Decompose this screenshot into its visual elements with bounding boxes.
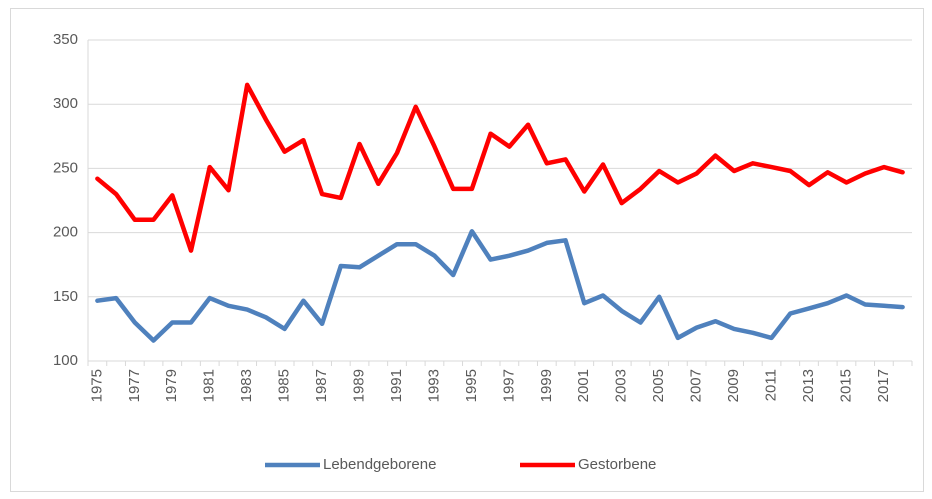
x-tick-label: 1999: [538, 369, 555, 402]
x-tick-label: 1987: [313, 369, 330, 402]
x-tick-label: 2015: [837, 369, 854, 402]
x-tick-label: 1993: [425, 369, 442, 402]
line-series: [95, 82, 905, 253]
y-tick-label: 200: [53, 224, 78, 241]
x-tick-label: 1995: [463, 369, 480, 402]
line-series: [95, 229, 905, 343]
y-tick-label: 250: [53, 159, 78, 176]
x-tick-label: 2005: [650, 369, 667, 402]
x-tick-label: 1997: [500, 369, 517, 402]
legend-label: Lebendgeborene: [323, 456, 436, 473]
x-tick-label: 2001: [575, 369, 592, 402]
y-tick-label: 350: [53, 31, 78, 48]
x-tick-label: 2017: [875, 369, 892, 402]
x-tick-label: 1977: [126, 369, 143, 402]
x-tick-label: 1983: [238, 369, 255, 402]
x-tick-label: 2011: [763, 369, 780, 401]
x-tick-label: 2007: [688, 369, 705, 402]
x-tick-label: 2003: [613, 369, 630, 402]
legend-label: Gestorbene: [578, 456, 656, 473]
x-tick-label: 1985: [276, 369, 293, 402]
x-tick-label: 1979: [163, 369, 180, 402]
x-tick-label: 1975: [88, 369, 105, 402]
y-tick-label: 300: [53, 95, 78, 112]
y-tick-label: 100: [53, 352, 78, 369]
y-tick-label: 150: [53, 288, 78, 305]
chart-border: [10, 8, 924, 492]
x-tick-label: 1991: [388, 369, 405, 402]
x-tick-label: 1981: [201, 369, 218, 402]
x-tick-label: 2013: [800, 369, 817, 402]
x-tick-label: 1989: [351, 369, 368, 402]
x-tick-label: 2009: [725, 369, 742, 402]
